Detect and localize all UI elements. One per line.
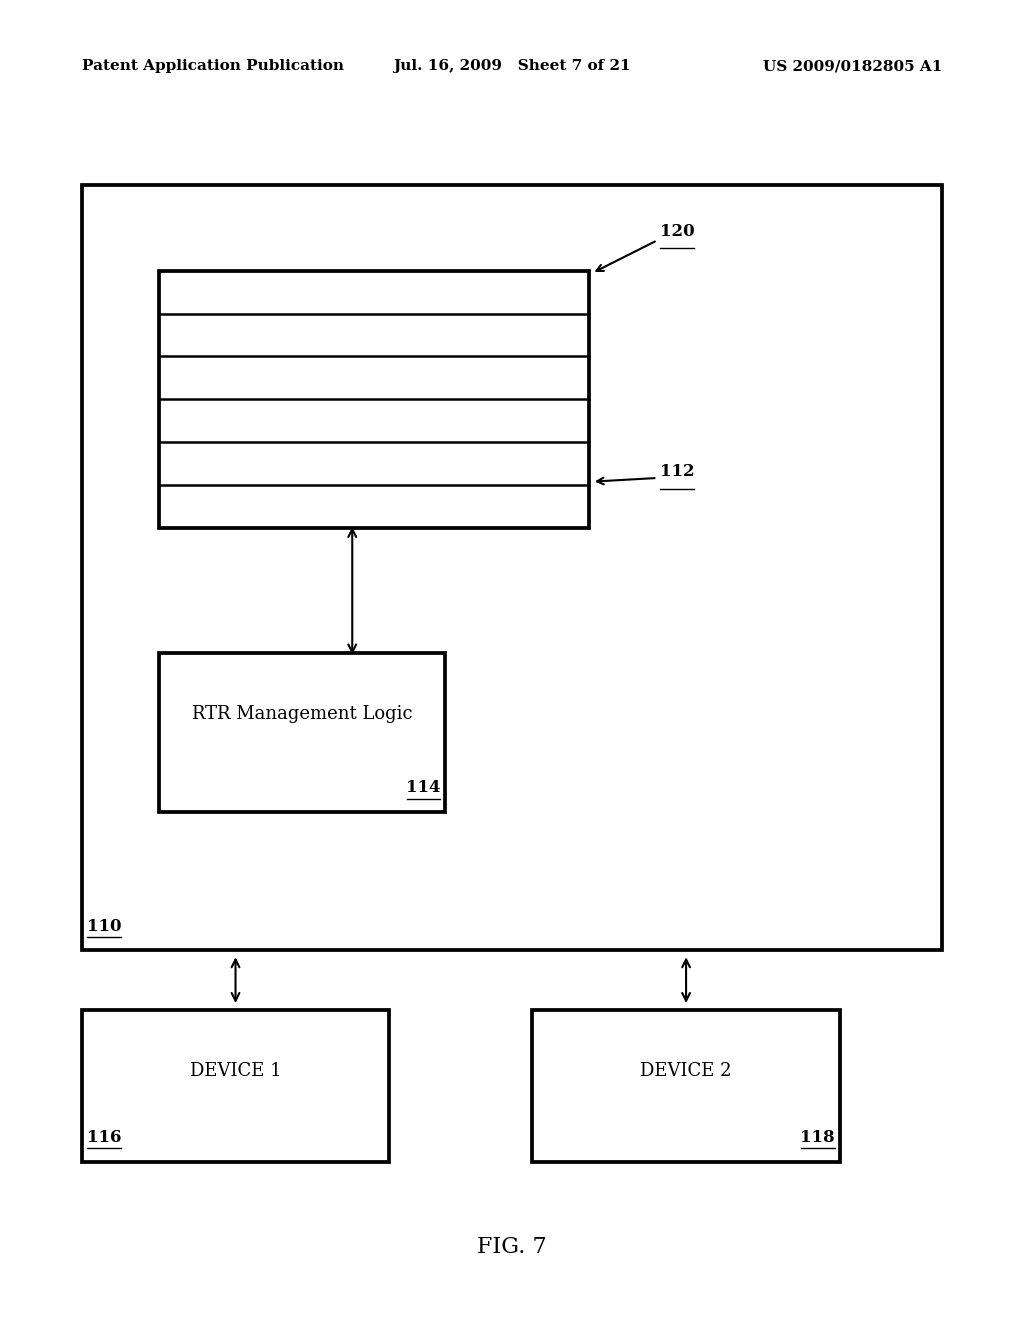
- FancyBboxPatch shape: [82, 1010, 389, 1162]
- Text: 116: 116: [87, 1129, 122, 1146]
- Text: Patent Application Publication: Patent Application Publication: [82, 59, 344, 74]
- Text: DEVICE 2: DEVICE 2: [640, 1061, 732, 1080]
- Text: 110: 110: [87, 917, 122, 935]
- FancyBboxPatch shape: [159, 271, 589, 528]
- Text: DEVICE 1: DEVICE 1: [189, 1061, 282, 1080]
- FancyBboxPatch shape: [159, 653, 445, 812]
- Text: 114: 114: [406, 779, 440, 796]
- FancyBboxPatch shape: [82, 185, 942, 950]
- Text: 118: 118: [800, 1129, 835, 1146]
- Text: US 2009/0182805 A1: US 2009/0182805 A1: [763, 59, 942, 74]
- Text: RTR Management Logic: RTR Management Logic: [191, 705, 413, 722]
- Text: 112: 112: [660, 463, 695, 480]
- Text: Jul. 16, 2009   Sheet 7 of 21: Jul. 16, 2009 Sheet 7 of 21: [393, 59, 631, 74]
- FancyBboxPatch shape: [532, 1010, 840, 1162]
- Text: FIG. 7: FIG. 7: [477, 1237, 547, 1258]
- Text: 120: 120: [660, 223, 695, 239]
